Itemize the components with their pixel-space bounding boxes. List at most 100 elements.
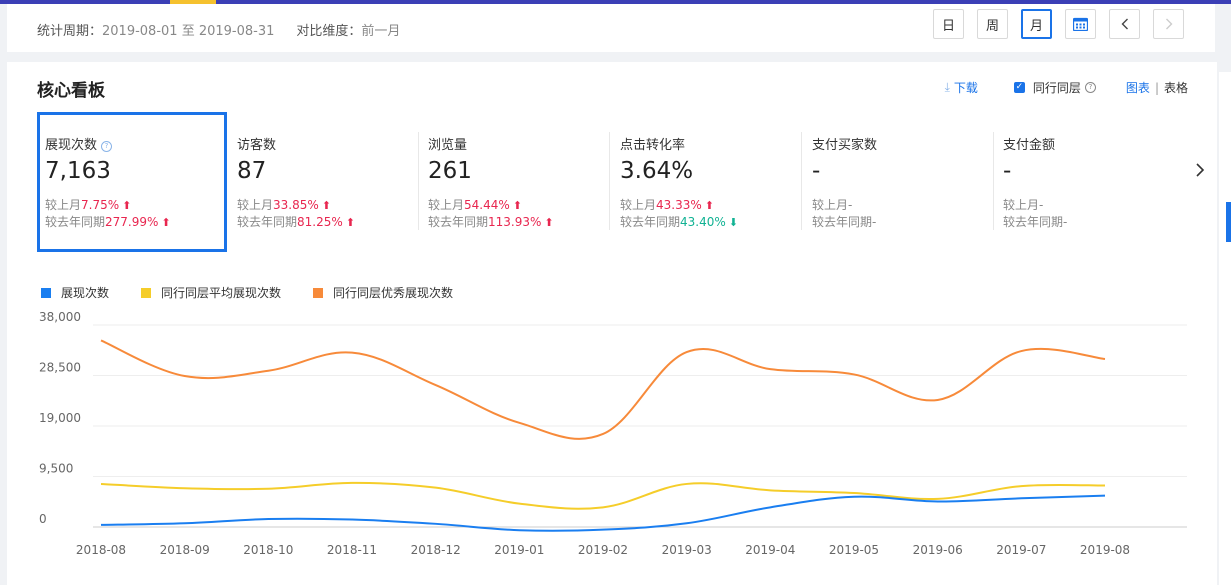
month-button[interactable]: 月 <box>1021 9 1052 39</box>
legend-item[interactable]: 同行同层平均展现次数 <box>141 284 281 301</box>
compare-value: 43.33% <box>656 198 702 212</box>
metric-value: - <box>1003 158 1012 184</box>
metric-value: - <box>812 158 821 184</box>
top-navigation-active-indicator <box>170 0 216 4</box>
download-link[interactable]: ⤓ 下载 <box>945 79 978 96</box>
compare-value: - <box>872 215 877 229</box>
metric-label: 点击转化率 <box>620 138 686 153</box>
peer-label: 同行同层 <box>1032 81 1081 95</box>
y-tick-label: 38,000 <box>39 310 81 324</box>
metric-label: 支付金额 <box>1003 138 1056 153</box>
top-navigation-strip <box>0 0 1231 4</box>
legend-swatch <box>313 287 324 298</box>
compare-value: - <box>848 198 853 212</box>
arrow-up-icon: ⬆ <box>704 199 714 212</box>
legend-label: 同行同层平均展现次数 <box>161 286 282 300</box>
x-tick-label: 2018-11 <box>327 543 377 557</box>
metric-tile-conversion-rate[interactable]: 点击转化率 3.64% 较上月43.33% ⬆ 较去年同期43.40% ⬇ <box>612 112 802 252</box>
next-period-button[interactable] <box>1153 9 1184 39</box>
arrow-up-icon: ⬆ <box>512 199 522 212</box>
view-table-toggle[interactable]: 表格 <box>1163 81 1188 95</box>
compare-label: 较去年同期 <box>45 215 106 229</box>
calendar-button[interactable] <box>1065 9 1096 39</box>
metric-tile-paying-buyers[interactable]: 支付买家数 - 较上月- 较去年同期- <box>804 112 994 252</box>
compare-label: 较上月 <box>812 198 849 212</box>
view-chart-toggle[interactable]: 图表 <box>1125 81 1150 95</box>
metric-label: 浏览量 <box>428 138 468 153</box>
calendar-icon <box>1073 17 1088 31</box>
compare-value: 113.93% <box>488 215 542 229</box>
legend-item[interactable]: 展现次数 <box>41 284 109 301</box>
compare-value: 277.99% <box>105 215 159 229</box>
metric-tile-payment-amount[interactable]: 支付金额 - 较上月- 较去年同期- <box>995 112 1185 252</box>
download-label: 下载 <box>953 81 978 95</box>
y-tick-label: 28,500 <box>39 361 81 375</box>
side-panel-indicator <box>1226 202 1231 242</box>
metric-value: 3.64% <box>620 158 694 184</box>
x-tick-label: 2019-08 <box>1080 543 1130 557</box>
period-info: 统计周期：2019-08-01 至 2019-08-31 对比维度：前一月 <box>37 20 400 39</box>
compare-label: 较上月 <box>428 198 465 212</box>
card-title: 核心看板 <box>37 81 105 101</box>
series-line-peer-excellent <box>100 339 1106 440</box>
x-tick-label: 2019-07 <box>996 543 1046 557</box>
help-icon[interactable]: ? <box>1084 82 1096 93</box>
metric-tile-pageviews[interactable]: 浏览量 261 较上月54.44% ⬆ 较去年同期113.93% ⬆ <box>420 112 610 252</box>
arrow-down-icon: ⬇ <box>728 216 738 229</box>
peer-checkbox[interactable]: ✓ <box>1013 82 1025 93</box>
metric-value: 7,163 <box>45 158 111 184</box>
compare-value: 前一月 <box>361 24 401 39</box>
compare-label: 较上月 <box>237 198 274 212</box>
x-tick-label: 2019-06 <box>913 543 963 557</box>
x-tick-label: 2019-01 <box>494 543 544 557</box>
y-tick-label: 0 <box>39 512 47 526</box>
compare-label: 较去年同期 <box>1003 215 1064 229</box>
legend-label: 展现次数 <box>61 286 110 300</box>
prev-period-button[interactable] <box>1109 9 1140 39</box>
metric-label: 支付买家数 <box>812 138 878 153</box>
side-panel-edge <box>1219 72 1231 585</box>
tile-divider <box>418 132 419 230</box>
x-tick-label: 2019-05 <box>829 543 879 557</box>
x-tick-label: 2019-03 <box>662 543 712 557</box>
metric-label: 展现次数 <box>45 138 98 153</box>
metrics-next-button[interactable] <box>1195 162 1205 183</box>
filter-bar: 统计周期：2019-08-01 至 2019-08-31 对比维度：前一月 日 周… <box>7 4 1215 52</box>
chevron-left-icon <box>1121 18 1128 30</box>
metric-value: 261 <box>428 158 472 184</box>
x-tick-label: 2018-09 <box>160 543 210 557</box>
x-tick-label: 2019-04 <box>745 543 795 557</box>
arrow-up-icon: ⬆ <box>345 216 355 229</box>
metric-tile-visitors[interactable]: 访客数 87 较上月33.85% ⬆ 较去年同期81.25% ⬆ <box>229 112 419 252</box>
view-divider: | <box>1154 80 1159 95</box>
help-icon[interactable]: ? <box>101 141 113 152</box>
x-tick-label: 2018-12 <box>411 543 461 557</box>
chevron-right-icon <box>1196 163 1205 177</box>
compare-value: - <box>1039 198 1044 212</box>
metric-tile-impressions[interactable]: 展现次数? 7,163 较上月7.75% ⬆ 较去年同期277.99% ⬆ <box>37 112 227 252</box>
arrow-up-icon: ⬆ <box>544 216 554 229</box>
y-tick-label: 9,500 <box>39 462 73 476</box>
compare-label: 较去年同期 <box>620 215 681 229</box>
legend-swatch <box>141 287 152 298</box>
compare-label: 较去年同期 <box>812 215 873 229</box>
series-line-impressions <box>100 494 1106 532</box>
compare-label: 较去年同期 <box>237 215 298 229</box>
compare-label: 较去年同期 <box>428 215 489 229</box>
compare-label: 较上月 <box>620 198 657 212</box>
period-label: 统计周期： <box>37 24 103 39</box>
compare-label: 较上月 <box>1003 198 1040 212</box>
week-button[interactable]: 周 <box>977 9 1008 39</box>
download-icon: ⤓ <box>944 80 950 94</box>
tile-divider <box>801 132 802 230</box>
compare-value: 43.40% <box>680 215 726 229</box>
arrow-up-icon: ⬆ <box>321 199 331 212</box>
legend-label: 同行同层优秀展现次数 <box>333 286 454 300</box>
x-tick-label: 2018-10 <box>243 543 293 557</box>
legend-item[interactable]: 同行同层优秀展现次数 <box>313 284 453 301</box>
day-button[interactable]: 日 <box>933 9 964 39</box>
board-tools: ⤓ 下载 ✓ 同行同层 ? 图表 | 表格 <box>945 79 1188 96</box>
legend-swatch <box>41 287 51 298</box>
compare-label: 较上月 <box>45 198 82 212</box>
period-value: 2019-08-01 至 2019-08-31 <box>102 24 275 39</box>
